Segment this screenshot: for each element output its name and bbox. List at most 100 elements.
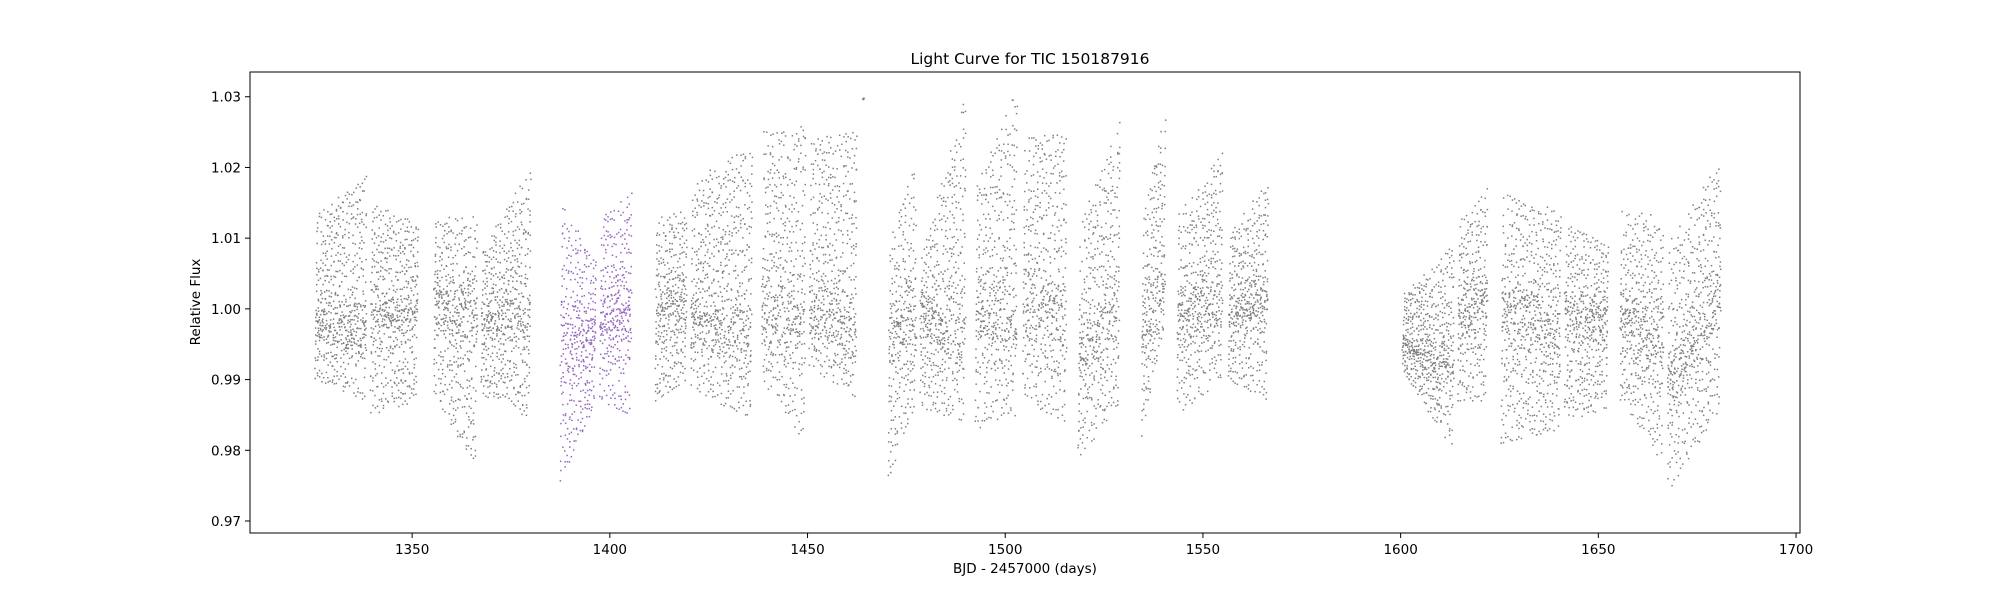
data-point — [664, 239, 667, 242]
data-point — [799, 316, 802, 318]
data-point — [786, 243, 789, 245]
data-point — [762, 275, 765, 278]
data-point — [820, 275, 823, 278]
data-point — [453, 282, 455, 284]
data-point — [357, 360, 360, 362]
data-point — [394, 306, 397, 309]
data-point — [447, 308, 449, 310]
data-point — [499, 261, 501, 264]
data-point — [675, 328, 678, 331]
data-point — [341, 311, 343, 313]
data-point — [693, 278, 695, 281]
data-point — [727, 173, 730, 176]
data-point — [399, 288, 402, 291]
data-point — [460, 386, 462, 388]
data-point — [677, 260, 679, 263]
data-point — [654, 400, 657, 402]
data-point — [890, 409, 893, 412]
data-point — [825, 239, 827, 241]
data-point — [497, 316, 500, 318]
data-point — [845, 369, 847, 372]
data-point — [824, 159, 826, 162]
data-point — [739, 189, 742, 192]
data-point — [322, 329, 324, 331]
data-point — [943, 414, 945, 417]
data-point — [735, 168, 738, 170]
data-point — [380, 240, 382, 243]
data-point — [346, 305, 348, 308]
data-point — [681, 317, 683, 319]
data-point — [485, 345, 487, 348]
data-point — [668, 231, 671, 233]
data-point — [722, 238, 724, 240]
data-point — [455, 342, 458, 345]
data-point — [404, 273, 406, 275]
data-point — [840, 155, 843, 158]
data-point — [655, 342, 657, 344]
data-point — [710, 305, 712, 307]
data-point — [672, 296, 675, 299]
data-point — [949, 277, 952, 279]
data-point — [816, 209, 819, 211]
data-point — [459, 323, 461, 325]
data-point — [851, 147, 854, 150]
data-point — [708, 320, 710, 323]
data-point — [685, 316, 688, 319]
data-point — [892, 341, 895, 343]
data-point — [904, 406, 907, 409]
data-point — [339, 306, 342, 308]
data-point — [844, 344, 846, 347]
data-point — [654, 390, 657, 393]
data-point — [519, 391, 521, 394]
data-point — [451, 387, 453, 389]
data-point — [848, 341, 851, 343]
data-point — [773, 307, 775, 309]
data-point — [415, 304, 417, 307]
data-point — [684, 300, 686, 302]
data-point — [386, 225, 389, 227]
data-point — [670, 290, 672, 292]
data-point — [457, 366, 459, 368]
data-point — [831, 270, 833, 273]
data-point — [683, 264, 685, 266]
data-point — [716, 309, 718, 312]
data-point — [786, 327, 788, 330]
data-point — [750, 257, 753, 260]
data-point — [449, 276, 452, 279]
data-point — [464, 301, 466, 303]
data-point — [701, 355, 704, 357]
data-point — [488, 305, 490, 308]
data-point — [854, 361, 857, 363]
data-point — [410, 244, 413, 246]
data-point — [411, 279, 413, 281]
data-point — [716, 198, 718, 200]
data-point — [434, 297, 436, 300]
data-point — [715, 324, 717, 326]
data-point — [774, 376, 777, 379]
data-point — [732, 350, 735, 353]
data-point — [800, 412, 803, 415]
data-point — [729, 366, 732, 369]
data-point — [907, 373, 910, 376]
data-point — [502, 333, 504, 336]
data-point — [506, 298, 508, 301]
data-point — [819, 372, 822, 375]
data-point — [703, 365, 705, 367]
data-point — [474, 265, 477, 268]
data-point — [694, 207, 696, 209]
data-point — [834, 317, 836, 319]
data-point — [467, 426, 470, 428]
data-point — [524, 348, 526, 350]
data-point — [819, 307, 822, 310]
data-point — [829, 228, 831, 230]
data-point — [377, 278, 380, 280]
data-point — [784, 310, 786, 313]
data-point — [846, 326, 848, 329]
data-point — [466, 350, 469, 353]
data-point — [463, 405, 466, 408]
data-point — [438, 290, 441, 292]
data-point — [787, 317, 790, 320]
data-point — [767, 145, 769, 147]
data-point — [485, 349, 488, 351]
data-point — [338, 378, 340, 381]
